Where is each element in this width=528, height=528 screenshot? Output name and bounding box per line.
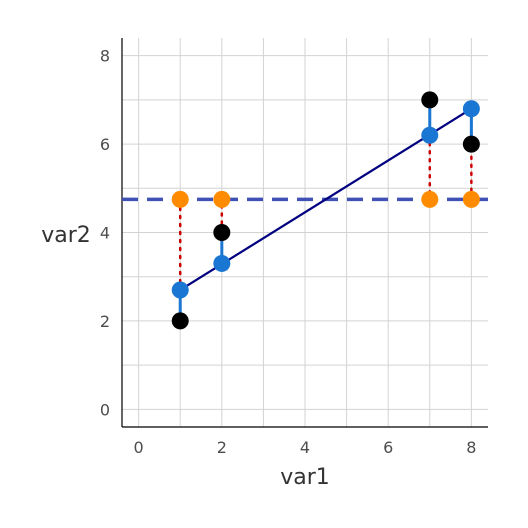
y-tick-label: 6 (100, 135, 110, 154)
x-tick-label: 0 (134, 438, 144, 457)
mean-point (171, 190, 189, 208)
observed-point (171, 312, 189, 330)
x-tick-label: 6 (383, 438, 393, 457)
observed-point (462, 135, 480, 153)
fitted-point (213, 254, 231, 272)
x-axis-title: var1 (280, 465, 330, 490)
fitted-point (462, 100, 480, 118)
y-tick-label: 0 (100, 400, 110, 419)
x-tick-label: 2 (217, 438, 227, 457)
y-tick-label: 8 (100, 47, 110, 66)
fitted-point (421, 126, 439, 144)
observed-point (213, 224, 231, 241)
axes (121, 38, 488, 428)
tick-labels: 0 2 4 6 8 0 2 4 6 8 (100, 47, 477, 457)
x-tick-label: 8 (466, 438, 476, 457)
points-layer (171, 91, 480, 330)
x-tick-label: 4 (300, 438, 310, 457)
y-axis-title: var2 (41, 223, 91, 248)
observed-point (421, 91, 439, 109)
y-tick-label: 2 (100, 312, 110, 331)
fitted-point (171, 281, 189, 299)
mean-point (421, 190, 439, 208)
mean-point (213, 190, 231, 208)
mean-point (462, 190, 480, 208)
y-tick-label: 4 (100, 224, 110, 243)
